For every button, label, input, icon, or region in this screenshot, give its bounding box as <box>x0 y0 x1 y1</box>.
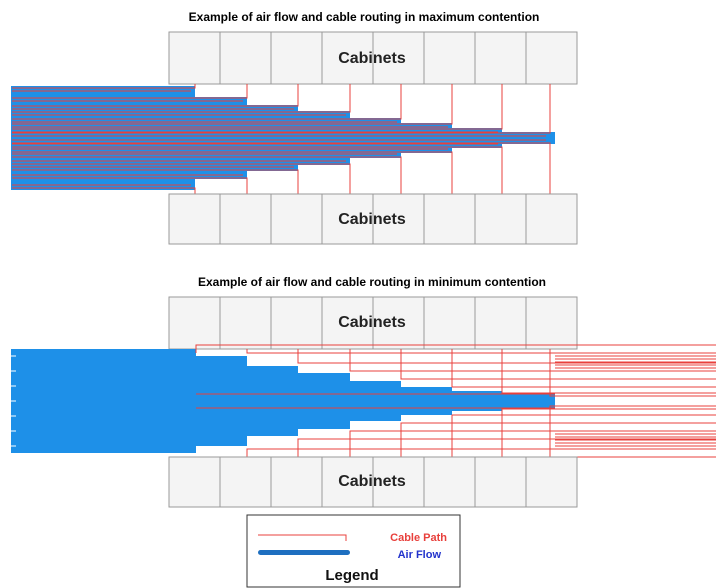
cable-path <box>12 151 453 194</box>
air-flow-band <box>452 128 502 148</box>
air-flow-band <box>502 132 555 144</box>
cabinet <box>372 296 425 350</box>
cable-path <box>12 84 351 113</box>
cable-path <box>349 430 716 457</box>
cable-path <box>501 408 716 457</box>
cabinet <box>474 456 527 508</box>
top-cabinet-row <box>168 31 578 85</box>
cable-path <box>12 84 196 89</box>
cable-path <box>451 349 716 388</box>
cabinet <box>423 193 476 245</box>
cable-path <box>12 84 503 130</box>
cable-path <box>12 163 351 194</box>
air-flow-region <box>11 349 555 453</box>
air-flow-band <box>247 366 298 436</box>
cabinet <box>168 31 221 85</box>
cable-paths <box>12 84 551 194</box>
cable-path <box>451 414 716 457</box>
cabinet <box>525 296 578 350</box>
cable-paths <box>195 344 716 458</box>
min-contention-diagram: Example of air flow and cable routing in… <box>11 275 716 508</box>
cable-path <box>12 187 196 194</box>
cable-path <box>12 142 551 194</box>
bottom-cabinets-label: Cabinets <box>338 473 406 490</box>
cable-path <box>12 84 248 99</box>
max-contention-diagram: Example of air flow and cable routing in… <box>11 10 578 245</box>
cabinet <box>270 456 323 508</box>
cable-path <box>12 84 551 134</box>
cable-path <box>12 177 248 194</box>
legend: Cable Path Air Flow Legend <box>246 514 461 588</box>
cable-path <box>12 169 299 194</box>
cabinet <box>219 296 272 350</box>
top-cabinets-label: Cabinets <box>338 314 406 331</box>
air-flow-band <box>452 391 502 411</box>
legend-title: Legend <box>325 567 378 584</box>
top-cabinet-row <box>168 296 578 350</box>
max-contention-title: Example of air flow and cable routing in… <box>189 10 540 24</box>
cable-path-label: Cable Path <box>390 532 447 544</box>
cabinet <box>474 193 527 245</box>
cabinet <box>423 296 476 350</box>
bottom-cabinets-label: Cabinets <box>338 211 406 228</box>
min-contention-title: Example of air flow and cable routing in… <box>198 275 546 289</box>
cabinet <box>525 456 578 508</box>
cable-path <box>400 422 716 457</box>
cable-path <box>12 84 299 107</box>
cabinet <box>423 31 476 85</box>
cabinet <box>270 296 323 350</box>
cable-path <box>195 344 716 349</box>
bottom-cabinet-row <box>168 193 578 245</box>
cable-path <box>549 405 716 457</box>
cable-path-legend-swatch <box>258 534 347 541</box>
air-flow-band <box>401 123 452 153</box>
cabinet <box>474 296 527 350</box>
air-flow-label: Air Flow <box>398 549 442 561</box>
air-flow-legend-swatch <box>258 550 350 555</box>
cabinet <box>423 456 476 508</box>
cabinet <box>270 31 323 85</box>
air-flow-band <box>195 97 247 179</box>
cable-path <box>246 448 716 457</box>
cable-path <box>400 349 716 380</box>
air-flow-band <box>350 118 401 158</box>
cabinet <box>321 296 374 350</box>
cable-path <box>246 349 716 354</box>
cable-path <box>12 84 402 120</box>
air-flow-band <box>298 373 350 429</box>
air-flow-band <box>247 105 298 171</box>
cabinet <box>168 296 221 350</box>
air-flow-band <box>401 387 452 415</box>
top-cabinets-label: Cabinets <box>338 50 406 67</box>
air-flow-band <box>350 381 401 421</box>
air-flow-band <box>196 356 247 446</box>
cable-path <box>501 349 716 394</box>
cabinet <box>321 456 374 508</box>
cabinet <box>474 31 527 85</box>
cabinet <box>168 456 221 508</box>
cable-path <box>12 146 503 194</box>
air-flow-band <box>11 349 196 453</box>
air-flow-band <box>11 86 195 190</box>
cabinet <box>219 31 272 85</box>
cabinet <box>372 456 425 508</box>
cabinet <box>219 456 272 508</box>
air-flow-band <box>502 394 555 408</box>
cabinet <box>525 193 578 245</box>
cable-path <box>12 156 402 194</box>
cabinet <box>219 193 272 245</box>
cabinet <box>270 193 323 245</box>
cabinet <box>168 193 221 245</box>
cable-path <box>549 349 716 397</box>
cable-path <box>12 84 453 125</box>
cabinet <box>525 31 578 85</box>
bottom-cabinet-row <box>168 456 578 508</box>
cable-path <box>297 438 716 457</box>
cabinet <box>372 31 425 85</box>
air-flow-band <box>298 111 350 165</box>
cabinet <box>372 193 425 245</box>
air-flow-region <box>11 86 555 190</box>
cable-path <box>297 349 716 364</box>
